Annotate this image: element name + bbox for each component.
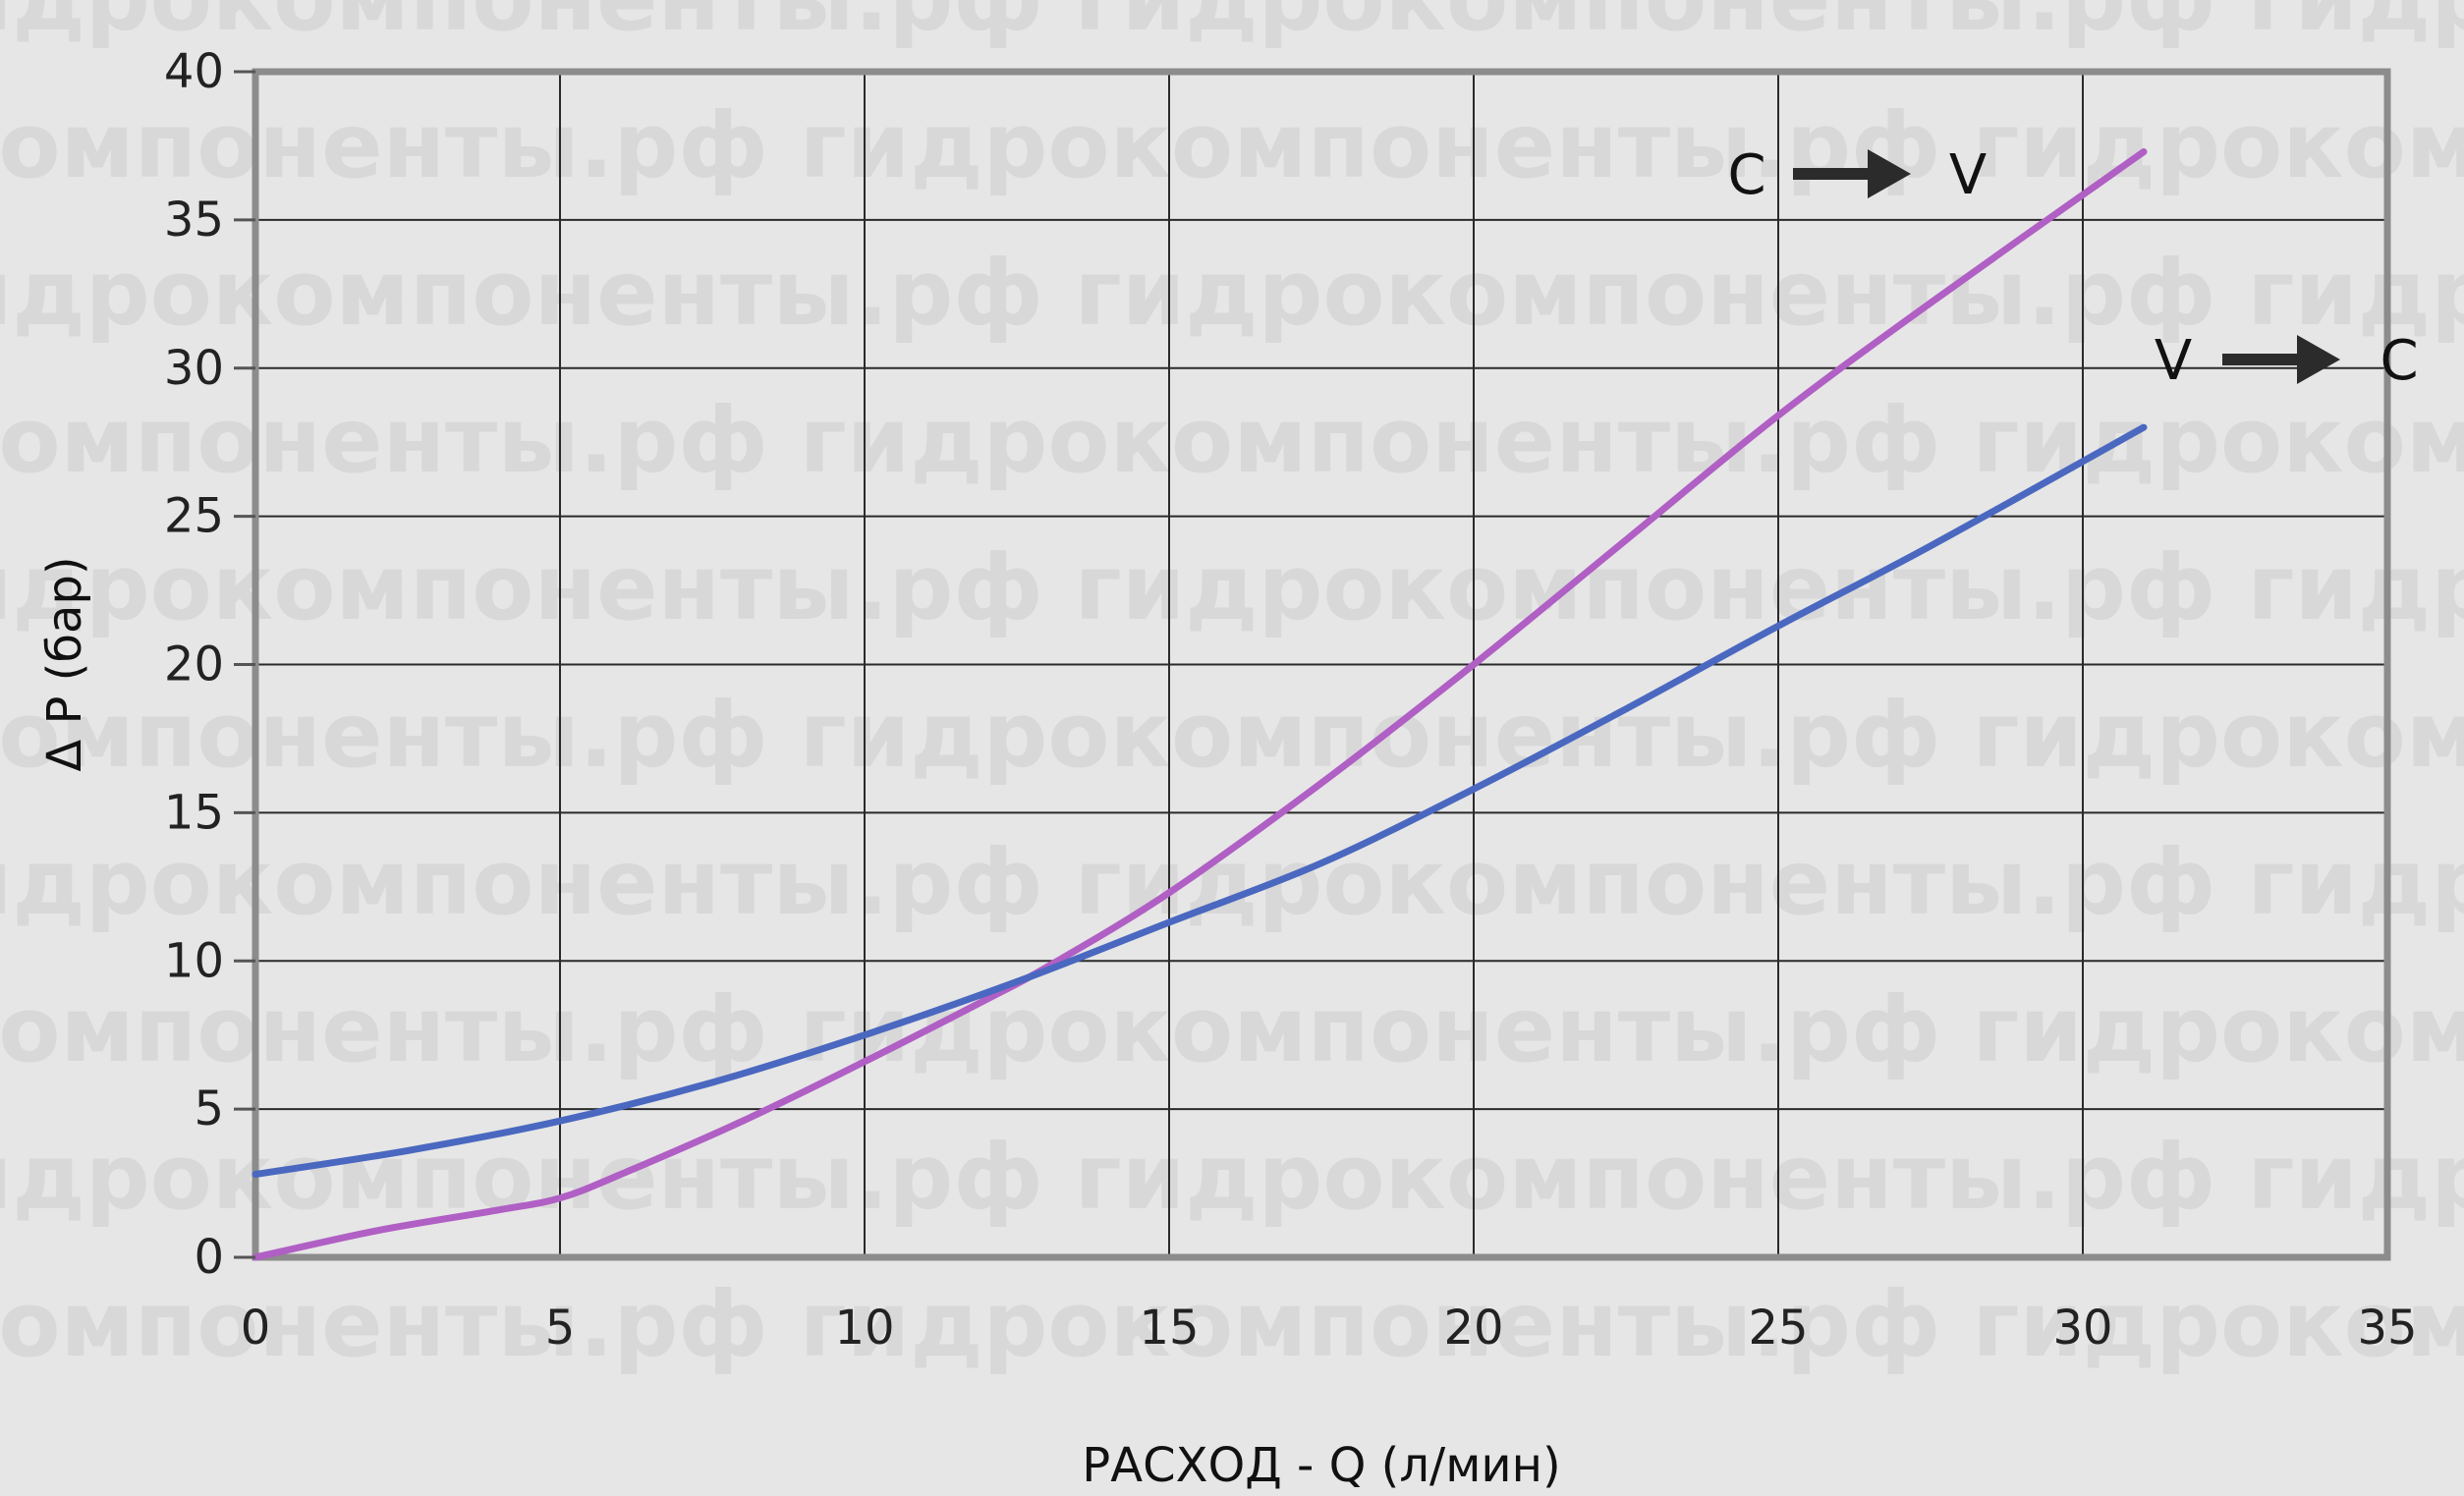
x-tick-label: 15 — [1139, 1301, 1199, 1356]
arrow-head-icon — [2297, 335, 2340, 384]
direction-annotations: C VV C — [1727, 143, 2418, 393]
watermark-row: гидрокомпоненты.рф гидрокомпоненты.рф ги… — [0, 0, 2464, 51]
y-tick-label: 30 — [164, 341, 224, 396]
y-tick-label: 25 — [164, 489, 224, 544]
annotation-to-label: C — [2380, 329, 2418, 393]
x-tick-label: 20 — [1443, 1301, 1503, 1356]
annotation-to-label: V — [1949, 143, 1987, 207]
x-tick-label: 5 — [545, 1301, 576, 1356]
watermark-row: гидрокомпоненты.рф гидрокомпоненты.рф ги… — [0, 1125, 2464, 1230]
watermark-row: гидрокомпоненты.рф гидрокомпоненты.рф ги… — [0, 535, 2464, 640]
watermark-row: гидрокомпоненты.рф гидрокомпоненты.рф ги… — [0, 977, 2464, 1082]
watermark-row: гидрокомпоненты.рф гидрокомпоненты.рф ги… — [0, 388, 2464, 493]
x-axis-label: РАСХОД - Q (л/мин) — [1082, 1438, 1560, 1493]
y-tick-label: 35 — [164, 193, 224, 248]
y-tick-label: 20 — [164, 637, 224, 693]
series-line-v-to-c — [252, 423, 2148, 1178]
x-tick-label: 10 — [834, 1301, 894, 1356]
watermark-row: гидрокомпоненты.рф гидрокомпоненты.рф ги… — [0, 241, 2464, 346]
x-tick-label: 30 — [2052, 1301, 2112, 1356]
watermark-row: гидрокомпоненты.рф гидрокомпоненты.рф ги… — [0, 1272, 2464, 1377]
tick-labels: 0 5 10 15 20 25 30 35 40 0 5 10 15 20 25 30 35 — [164, 44, 2418, 1356]
y-tick-label: 15 — [164, 785, 224, 840]
x-tick-label: 25 — [1748, 1301, 1808, 1356]
series-lines — [252, 148, 2148, 1261]
watermark: гидрокомпоненты.рф гидрокомпоненты.рф ги… — [0, 0, 2464, 1377]
annotation-from-label: C — [1727, 143, 1765, 207]
arrow-head-icon — [1868, 149, 1911, 198]
y-axis-label: Δ P (бар) — [37, 556, 92, 771]
watermark-row: гидрокомпоненты.рф гидрокомпоненты.рф ги… — [0, 683, 2464, 788]
y-tick-label: 0 — [194, 1230, 224, 1285]
x-tick-label: 35 — [2357, 1301, 2417, 1356]
y-tick-label: 40 — [164, 44, 224, 99]
y-tick-label: 10 — [164, 933, 224, 988]
x-tick-label: 0 — [241, 1301, 271, 1356]
watermark-row: гидрокомпоненты.рф гидрокомпоненты.рф ги… — [0, 93, 2464, 198]
y-tick-label: 5 — [194, 1081, 224, 1136]
series-line-c-to-v — [252, 148, 2148, 1261]
annotation-from-label: V — [2155, 329, 2192, 393]
